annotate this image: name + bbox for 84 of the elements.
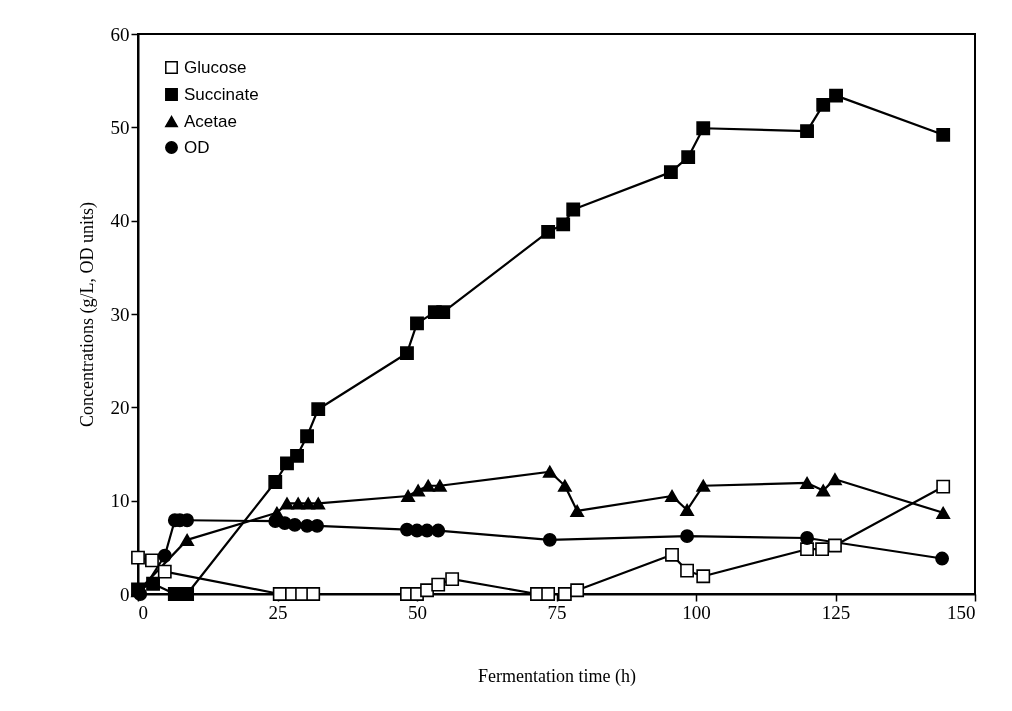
legend-label: OD <box>184 137 210 157</box>
point <box>680 503 694 517</box>
point <box>432 479 447 492</box>
x-tick-label: 125 <box>821 601 851 623</box>
legend-label: Acetae <box>184 111 237 131</box>
point <box>816 484 831 497</box>
y-tick-label: 0 <box>120 583 130 605</box>
point <box>570 583 585 598</box>
point <box>557 587 572 601</box>
point <box>310 518 325 533</box>
point <box>542 465 557 478</box>
point <box>829 88 843 103</box>
point <box>411 484 426 497</box>
point <box>935 551 949 566</box>
point <box>828 473 842 486</box>
x-tick-label: 25 <box>268 601 288 623</box>
point <box>180 533 195 546</box>
point <box>815 542 830 557</box>
point <box>301 497 316 510</box>
point <box>557 479 572 492</box>
point <box>300 429 314 444</box>
point <box>436 305 451 320</box>
point <box>268 475 283 489</box>
point <box>311 497 326 510</box>
point <box>146 576 160 591</box>
x-tick-label: 100 <box>682 601 711 623</box>
point <box>541 587 556 601</box>
point <box>400 346 414 361</box>
point <box>936 127 951 142</box>
point <box>556 217 571 232</box>
point <box>696 569 711 584</box>
point <box>280 497 294 510</box>
point <box>410 316 424 331</box>
point <box>445 572 460 586</box>
point <box>696 121 711 136</box>
point <box>570 504 585 518</box>
y-tick-label: 40 <box>110 210 130 232</box>
point <box>665 489 679 503</box>
point <box>541 224 556 239</box>
point <box>681 150 696 165</box>
point <box>936 479 951 494</box>
point <box>816 98 831 112</box>
point <box>800 476 814 490</box>
point <box>680 529 694 544</box>
legend-label: Glucose <box>184 57 247 77</box>
y-tick-label: 10 <box>110 490 130 512</box>
y-tick-label: 50 <box>110 116 130 138</box>
x-axis-title: Fermentation time (h) <box>478 665 636 687</box>
point <box>936 506 951 519</box>
point <box>828 538 842 553</box>
legend-label: Succinate <box>184 84 259 104</box>
point <box>665 547 679 562</box>
point <box>287 518 302 532</box>
x-tick-label: 75 <box>547 601 567 623</box>
point <box>180 587 195 601</box>
point <box>420 523 434 538</box>
point <box>401 489 415 503</box>
point <box>157 548 172 563</box>
point <box>431 577 446 592</box>
point <box>306 587 321 601</box>
point <box>311 402 326 417</box>
point <box>421 479 436 492</box>
point <box>800 542 814 557</box>
point <box>696 479 711 492</box>
x-tick-label: 50 <box>408 601 427 623</box>
y-tick-label: 60 <box>110 23 130 45</box>
x-tick-label: 150 <box>947 601 976 623</box>
point <box>133 587 148 601</box>
point <box>542 532 557 547</box>
y-tick-label: 30 <box>110 303 130 325</box>
point <box>431 523 446 538</box>
point <box>680 563 694 578</box>
point <box>145 553 159 568</box>
y-axis-title: Concentrations (g/L, OD units) <box>76 202 98 427</box>
point <box>566 202 581 217</box>
point <box>290 448 304 463</box>
point <box>291 497 306 510</box>
point <box>800 531 814 545</box>
y-tick-label: 20 <box>110 396 130 418</box>
point <box>800 124 814 138</box>
x-tick-label: 0 <box>138 601 148 623</box>
point <box>131 550 145 565</box>
point <box>663 165 678 180</box>
point <box>157 564 172 579</box>
